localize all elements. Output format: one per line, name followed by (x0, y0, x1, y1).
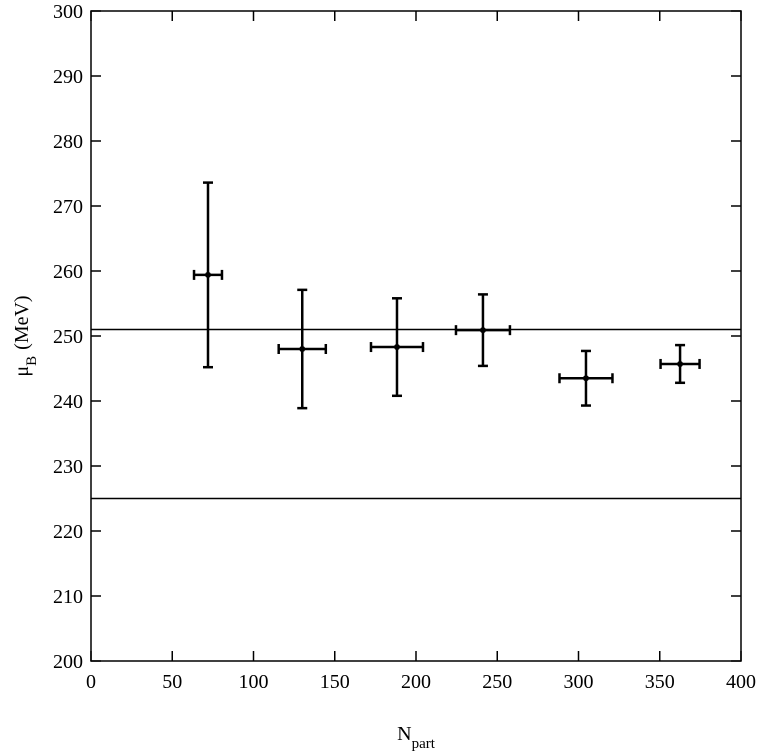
data-point (205, 271, 211, 278)
x-tick-label: 350 (645, 671, 675, 693)
x-label-sub: part (412, 736, 436, 752)
plot-frame (90, 10, 742, 662)
y-label-rest: (MeV) (11, 295, 33, 349)
x-label-main: N (397, 723, 411, 745)
data-point (299, 346, 306, 352)
data-point (582, 375, 589, 382)
y-label-main: μ (11, 366, 33, 377)
x-tick-label: 0 (86, 671, 96, 693)
y-tick-label: 230 (53, 456, 83, 478)
y-tick-label: 250 (53, 326, 83, 348)
y-label-sub: B (24, 356, 40, 366)
x-tick-label: 400 (726, 671, 756, 693)
y-tick-label: 270 (53, 196, 83, 218)
x-tick-label: 150 (320, 671, 350, 693)
data-point (393, 344, 400, 351)
y-tick-label: 240 (53, 391, 83, 413)
x-tick-label: 50 (162, 671, 182, 693)
data-point (479, 327, 486, 334)
y-axis-label: μB (MeV) (11, 295, 40, 376)
y-tick-label: 280 (53, 131, 83, 153)
y-tick-label: 200 (53, 651, 83, 673)
y-tick-label: 300 (53, 1, 83, 23)
data-point (677, 360, 684, 367)
y-tick-label: 220 (53, 521, 83, 543)
y-tick-label: 210 (53, 586, 83, 608)
y-tick-label: 290 (53, 66, 83, 88)
x-tick-label: 100 (239, 671, 269, 693)
x-tick-label: 300 (564, 671, 594, 693)
y-tick-label: 260 (53, 261, 83, 283)
x-axis-label: Npart (397, 723, 436, 752)
x-tick-label: 250 (482, 671, 512, 693)
x-tick-label: 200 (401, 671, 431, 693)
